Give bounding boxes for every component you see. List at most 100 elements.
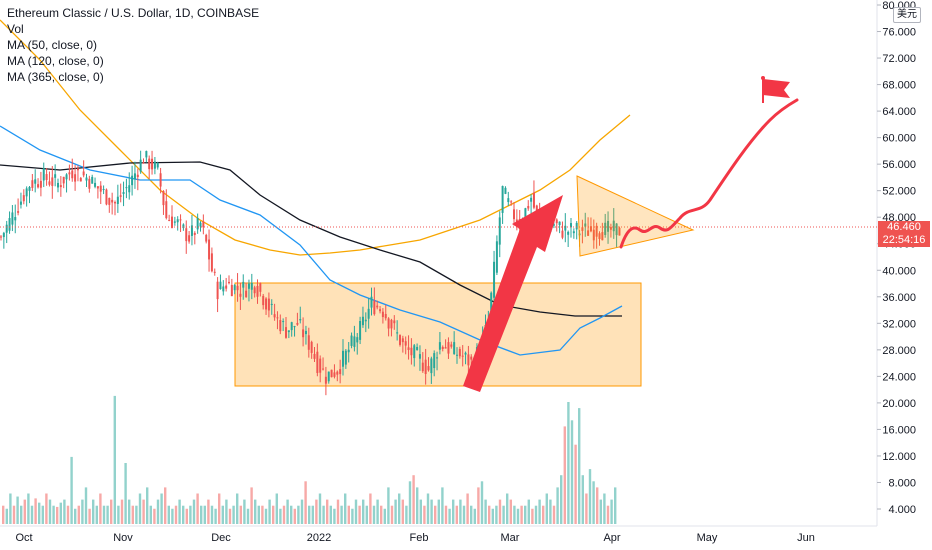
candle-body (564, 225, 567, 231)
candle-body (356, 337, 359, 343)
candle-body (584, 223, 587, 227)
volume-bar (570, 420, 574, 524)
volume-bar (160, 493, 163, 524)
volume-bar (70, 456, 73, 524)
candle-body (376, 305, 379, 308)
y-tick-label: 60.000 (882, 133, 916, 145)
indicator-vol[interactable]: Vol (7, 22, 24, 36)
y-tick-label: 12.000 (882, 451, 916, 463)
candle-body (456, 354, 458, 356)
volume-bar (282, 505, 286, 524)
candle-body (310, 341, 313, 353)
indicator-ma120[interactable]: MA (120, close, 0) (7, 54, 104, 68)
candle-body (31, 180, 34, 188)
candle-body (299, 319, 302, 321)
candle-body (336, 371, 339, 375)
volume-bar (34, 498, 37, 524)
candle-body (404, 341, 407, 346)
flag-icon (763, 79, 790, 98)
x-tick-label: Oct (15, 532, 32, 544)
candle-body (441, 346, 444, 349)
candle-body (122, 192, 125, 194)
candle-body (399, 335, 401, 345)
current-price-tag: 46.460 22:54:16 (878, 221, 930, 247)
candle-body (273, 314, 276, 318)
candle-body (384, 313, 387, 319)
volume-bar (416, 487, 419, 524)
candle-body (233, 285, 236, 291)
y-tick-label: 56.000 (882, 159, 916, 171)
volume-bar (30, 505, 34, 524)
candle-body (125, 187, 128, 189)
volume-bar (333, 508, 336, 524)
candle-body (401, 338, 404, 343)
candle-body (490, 292, 493, 323)
volume-bar (200, 505, 203, 524)
volume-bar (488, 505, 491, 524)
candle-body (467, 354, 470, 366)
volume-bar (556, 487, 559, 524)
candle-body (259, 283, 262, 292)
volume-bar (498, 499, 502, 524)
candle-body (581, 227, 584, 231)
volume-bar (405, 505, 408, 524)
candle-body (199, 222, 202, 227)
volume-bar (588, 469, 592, 524)
candle-body (592, 229, 595, 241)
candle-body (615, 223, 618, 236)
candle-body (82, 171, 85, 176)
volume-bar (534, 505, 538, 524)
candle-body (228, 281, 230, 284)
x-tick-label: May (697, 532, 718, 544)
volume-bar (41, 505, 44, 524)
candle-body (79, 178, 82, 182)
volume-bar (585, 493, 588, 524)
volume-bar (210, 505, 214, 524)
volume-bar (236, 493, 239, 524)
volume-bar (74, 508, 77, 524)
candle-body (324, 376, 327, 384)
x-tick-label: Apr (603, 532, 620, 544)
volume-bar (581, 475, 584, 524)
volume-bar (599, 499, 602, 524)
indicator-ma50[interactable]: MA (50, close, 0) (7, 38, 98, 52)
y-tick-label: 64.000 (882, 106, 916, 118)
volume-bar (203, 505, 206, 524)
volume-bar (254, 499, 257, 524)
volume-bar (228, 508, 232, 524)
candle-body (230, 284, 233, 297)
currency-button[interactable]: 美元 (893, 7, 921, 23)
volume-bar (549, 499, 552, 524)
candle-body (88, 178, 91, 189)
volume-bar (297, 505, 300, 524)
volume-bar (243, 499, 246, 524)
volume-bar (189, 505, 192, 524)
countdown-timer: 22:54:16 (882, 234, 926, 246)
candle-body (424, 359, 427, 374)
volume-bar (470, 505, 473, 524)
volume-bar (423, 505, 426, 524)
volume-bar (16, 496, 19, 524)
indicator-ma365[interactable]: MA (365, close, 0) (7, 70, 104, 84)
volume-bar (419, 499, 422, 524)
candle-body (156, 162, 159, 168)
candle-body (570, 223, 572, 228)
candle-body (598, 233, 601, 240)
candle-body (572, 231, 575, 234)
volume-bar (106, 505, 109, 524)
candle-body (282, 321, 285, 323)
candle-body (342, 350, 344, 367)
volume-bar (99, 493, 102, 524)
candle-body (413, 345, 416, 359)
volume-bar (207, 499, 210, 524)
current-price-value: 46.460 (887, 221, 921, 233)
candle-body (527, 205, 530, 209)
y-tick-label: 36.000 (882, 292, 916, 304)
candle-body (339, 369, 342, 375)
candle-body (587, 230, 590, 236)
volume-bar (473, 508, 476, 524)
volume-bar (272, 505, 275, 524)
volume-bar (113, 395, 116, 524)
volume-bar (268, 499, 271, 524)
